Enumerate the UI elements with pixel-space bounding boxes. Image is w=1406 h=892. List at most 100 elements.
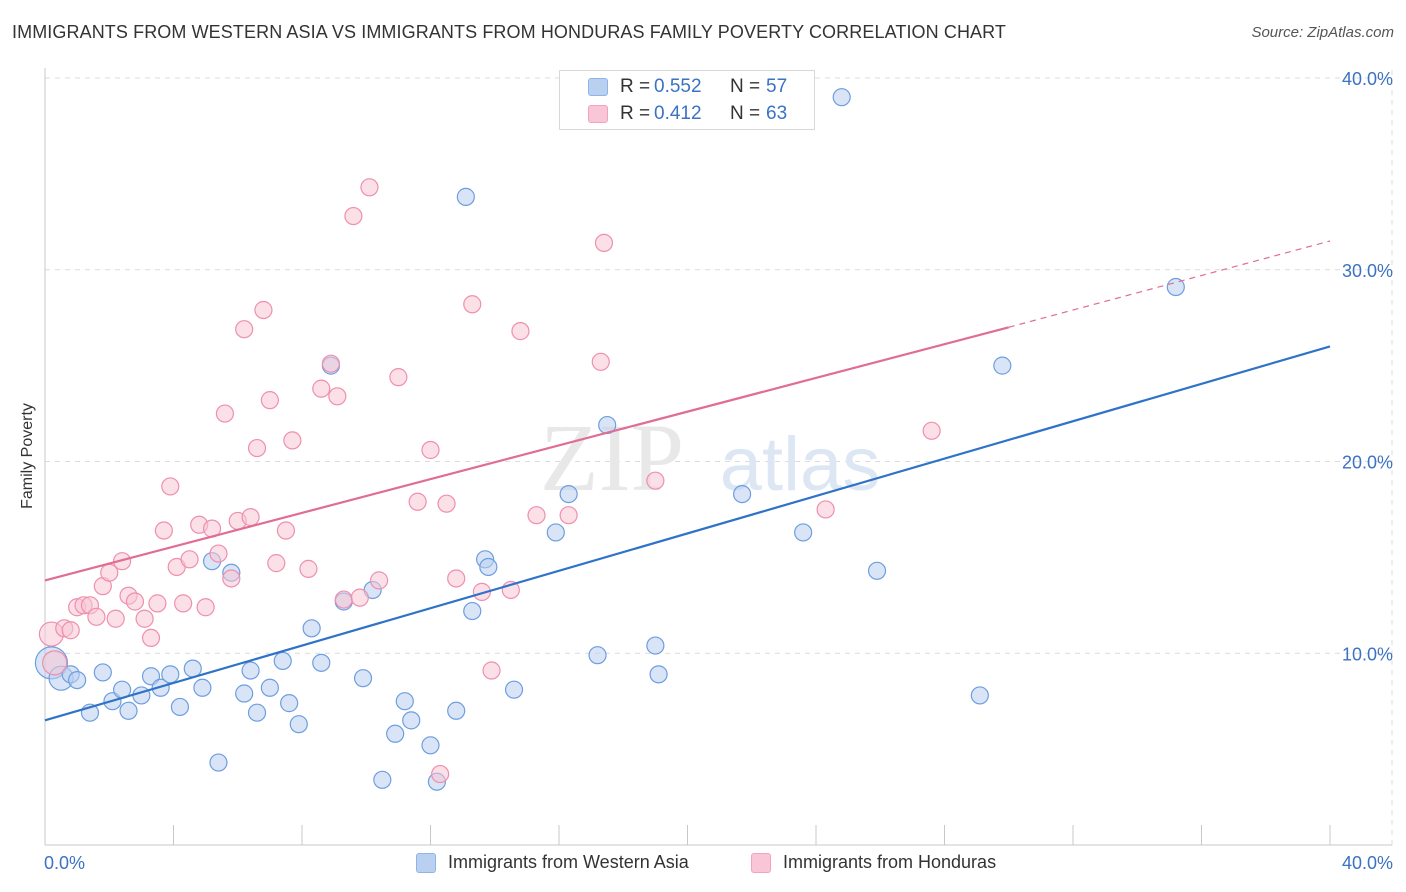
bottom-legend-label: Immigrants from Western Asia — [448, 852, 689, 872]
point-honduras — [148, 594, 167, 613]
point-honduras — [344, 206, 363, 226]
point-western-asia — [93, 663, 112, 682]
point-western-asia — [588, 646, 607, 665]
y-tick-label: 40.0% — [1342, 69, 1393, 89]
point-western-asia — [479, 557, 498, 577]
point-western-asia — [395, 692, 414, 711]
point-honduras — [370, 571, 389, 590]
point-western-asia — [193, 678, 212, 697]
point-honduras — [276, 521, 296, 540]
point-honduras — [922, 421, 941, 440]
legend-n-label: N = — [730, 103, 761, 124]
point-western-asia — [280, 694, 299, 713]
point-honduras — [141, 628, 161, 648]
point-western-asia — [463, 601, 482, 621]
point-western-asia — [447, 701, 466, 720]
correlation-legend: R = 0.552 N = 57 R = 0.412 N = 63 — [559, 70, 815, 130]
point-honduras — [527, 506, 546, 525]
point-western-asia — [235, 684, 254, 703]
chart-title: IMMIGRANTS FROM WESTERN ASIA VS IMMIGRAN… — [12, 22, 1007, 42]
point-honduras — [816, 500, 835, 519]
point-honduras — [299, 559, 318, 578]
point-western-asia — [1166, 277, 1185, 297]
point-western-asia — [241, 661, 260, 680]
point-western-asia — [794, 523, 813, 542]
legend-r-value: 0.412 — [654, 103, 702, 124]
point-honduras — [241, 508, 260, 527]
point-honduras — [161, 477, 180, 496]
bottom-legend-swatch-honduras — [751, 853, 771, 873]
legend-r-label: R = — [620, 76, 651, 97]
point-honduras — [334, 590, 353, 609]
point-western-asia — [546, 523, 565, 542]
point-honduras — [247, 438, 267, 458]
point-western-asia — [209, 753, 228, 772]
point-western-asia — [646, 636, 665, 655]
legend-swatch-western-asia — [588, 78, 608, 96]
point-western-asia — [867, 561, 887, 580]
point-honduras — [154, 521, 173, 540]
point-western-asia — [119, 701, 138, 720]
point-honduras — [421, 440, 440, 460]
point-honduras — [321, 354, 341, 373]
point-honduras — [283, 431, 302, 450]
point-honduras — [42, 650, 68, 676]
point-honduras — [437, 494, 456, 513]
point-honduras — [350, 588, 369, 607]
trend-line-honduras-extrapolated — [1008, 240, 1331, 328]
point-honduras — [594, 233, 614, 253]
point-honduras — [591, 352, 610, 371]
legend-n-value: 57 — [766, 76, 788, 97]
point-western-asia — [273, 651, 292, 671]
legend-r-value: 0.552 — [654, 76, 702, 97]
point-honduras — [209, 544, 228, 563]
x-tick-label: 0.0% — [44, 853, 85, 873]
tick-labels: 10.0% 20.0% 30.0% 40.0% 0.0% 40.0% — [44, 69, 1393, 873]
point-honduras — [447, 569, 466, 588]
point-western-asia — [386, 724, 405, 743]
axes — [44, 68, 1392, 846]
point-honduras — [389, 368, 408, 387]
legend-swatch-honduras — [588, 105, 608, 123]
y-tick-label: 10.0% — [1342, 644, 1393, 664]
point-honduras — [106, 609, 125, 628]
point-western-asia — [68, 670, 87, 690]
point-honduras — [135, 609, 154, 628]
point-western-asia — [260, 678, 279, 697]
point-honduras — [125, 592, 145, 611]
grid-lines — [45, 70, 1393, 845]
point-western-asia — [504, 680, 524, 699]
legend-n-value: 63 — [766, 103, 788, 124]
x-tick-label: 40.0% — [1342, 853, 1393, 873]
point-western-asia — [993, 356, 1012, 375]
legend-r-label: R = — [620, 103, 651, 124]
point-honduras — [559, 506, 578, 525]
point-western-asia — [832, 88, 851, 107]
bottom-legend-swatch-western-asia — [416, 853, 436, 873]
point-western-asia — [161, 665, 180, 684]
point-western-asia — [312, 653, 331, 672]
point-honduras — [482, 661, 501, 680]
y-tick-label: 30.0% — [1342, 261, 1393, 281]
y-tick-label: 20.0% — [1342, 453, 1393, 473]
point-western-asia — [170, 697, 190, 717]
point-honduras — [180, 550, 199, 569]
point-honduras — [222, 569, 241, 588]
point-western-asia — [456, 187, 475, 206]
point-honduras — [646, 471, 665, 490]
bottom-legend-label: Immigrants from Honduras — [783, 852, 997, 872]
point-western-asia — [289, 715, 308, 734]
point-western-asia — [970, 686, 989, 705]
point-western-asia — [302, 619, 321, 638]
point-honduras — [511, 322, 530, 341]
point-honduras — [174, 594, 193, 613]
source-label: Source: ZipAtlas.com — [1251, 24, 1394, 41]
point-honduras — [431, 764, 450, 784]
point-western-asia — [421, 736, 440, 755]
point-honduras — [463, 295, 482, 314]
point-honduras — [260, 391, 279, 410]
point-western-asia — [353, 669, 373, 688]
point-western-asia — [373, 770, 392, 789]
point-honduras — [215, 404, 234, 423]
